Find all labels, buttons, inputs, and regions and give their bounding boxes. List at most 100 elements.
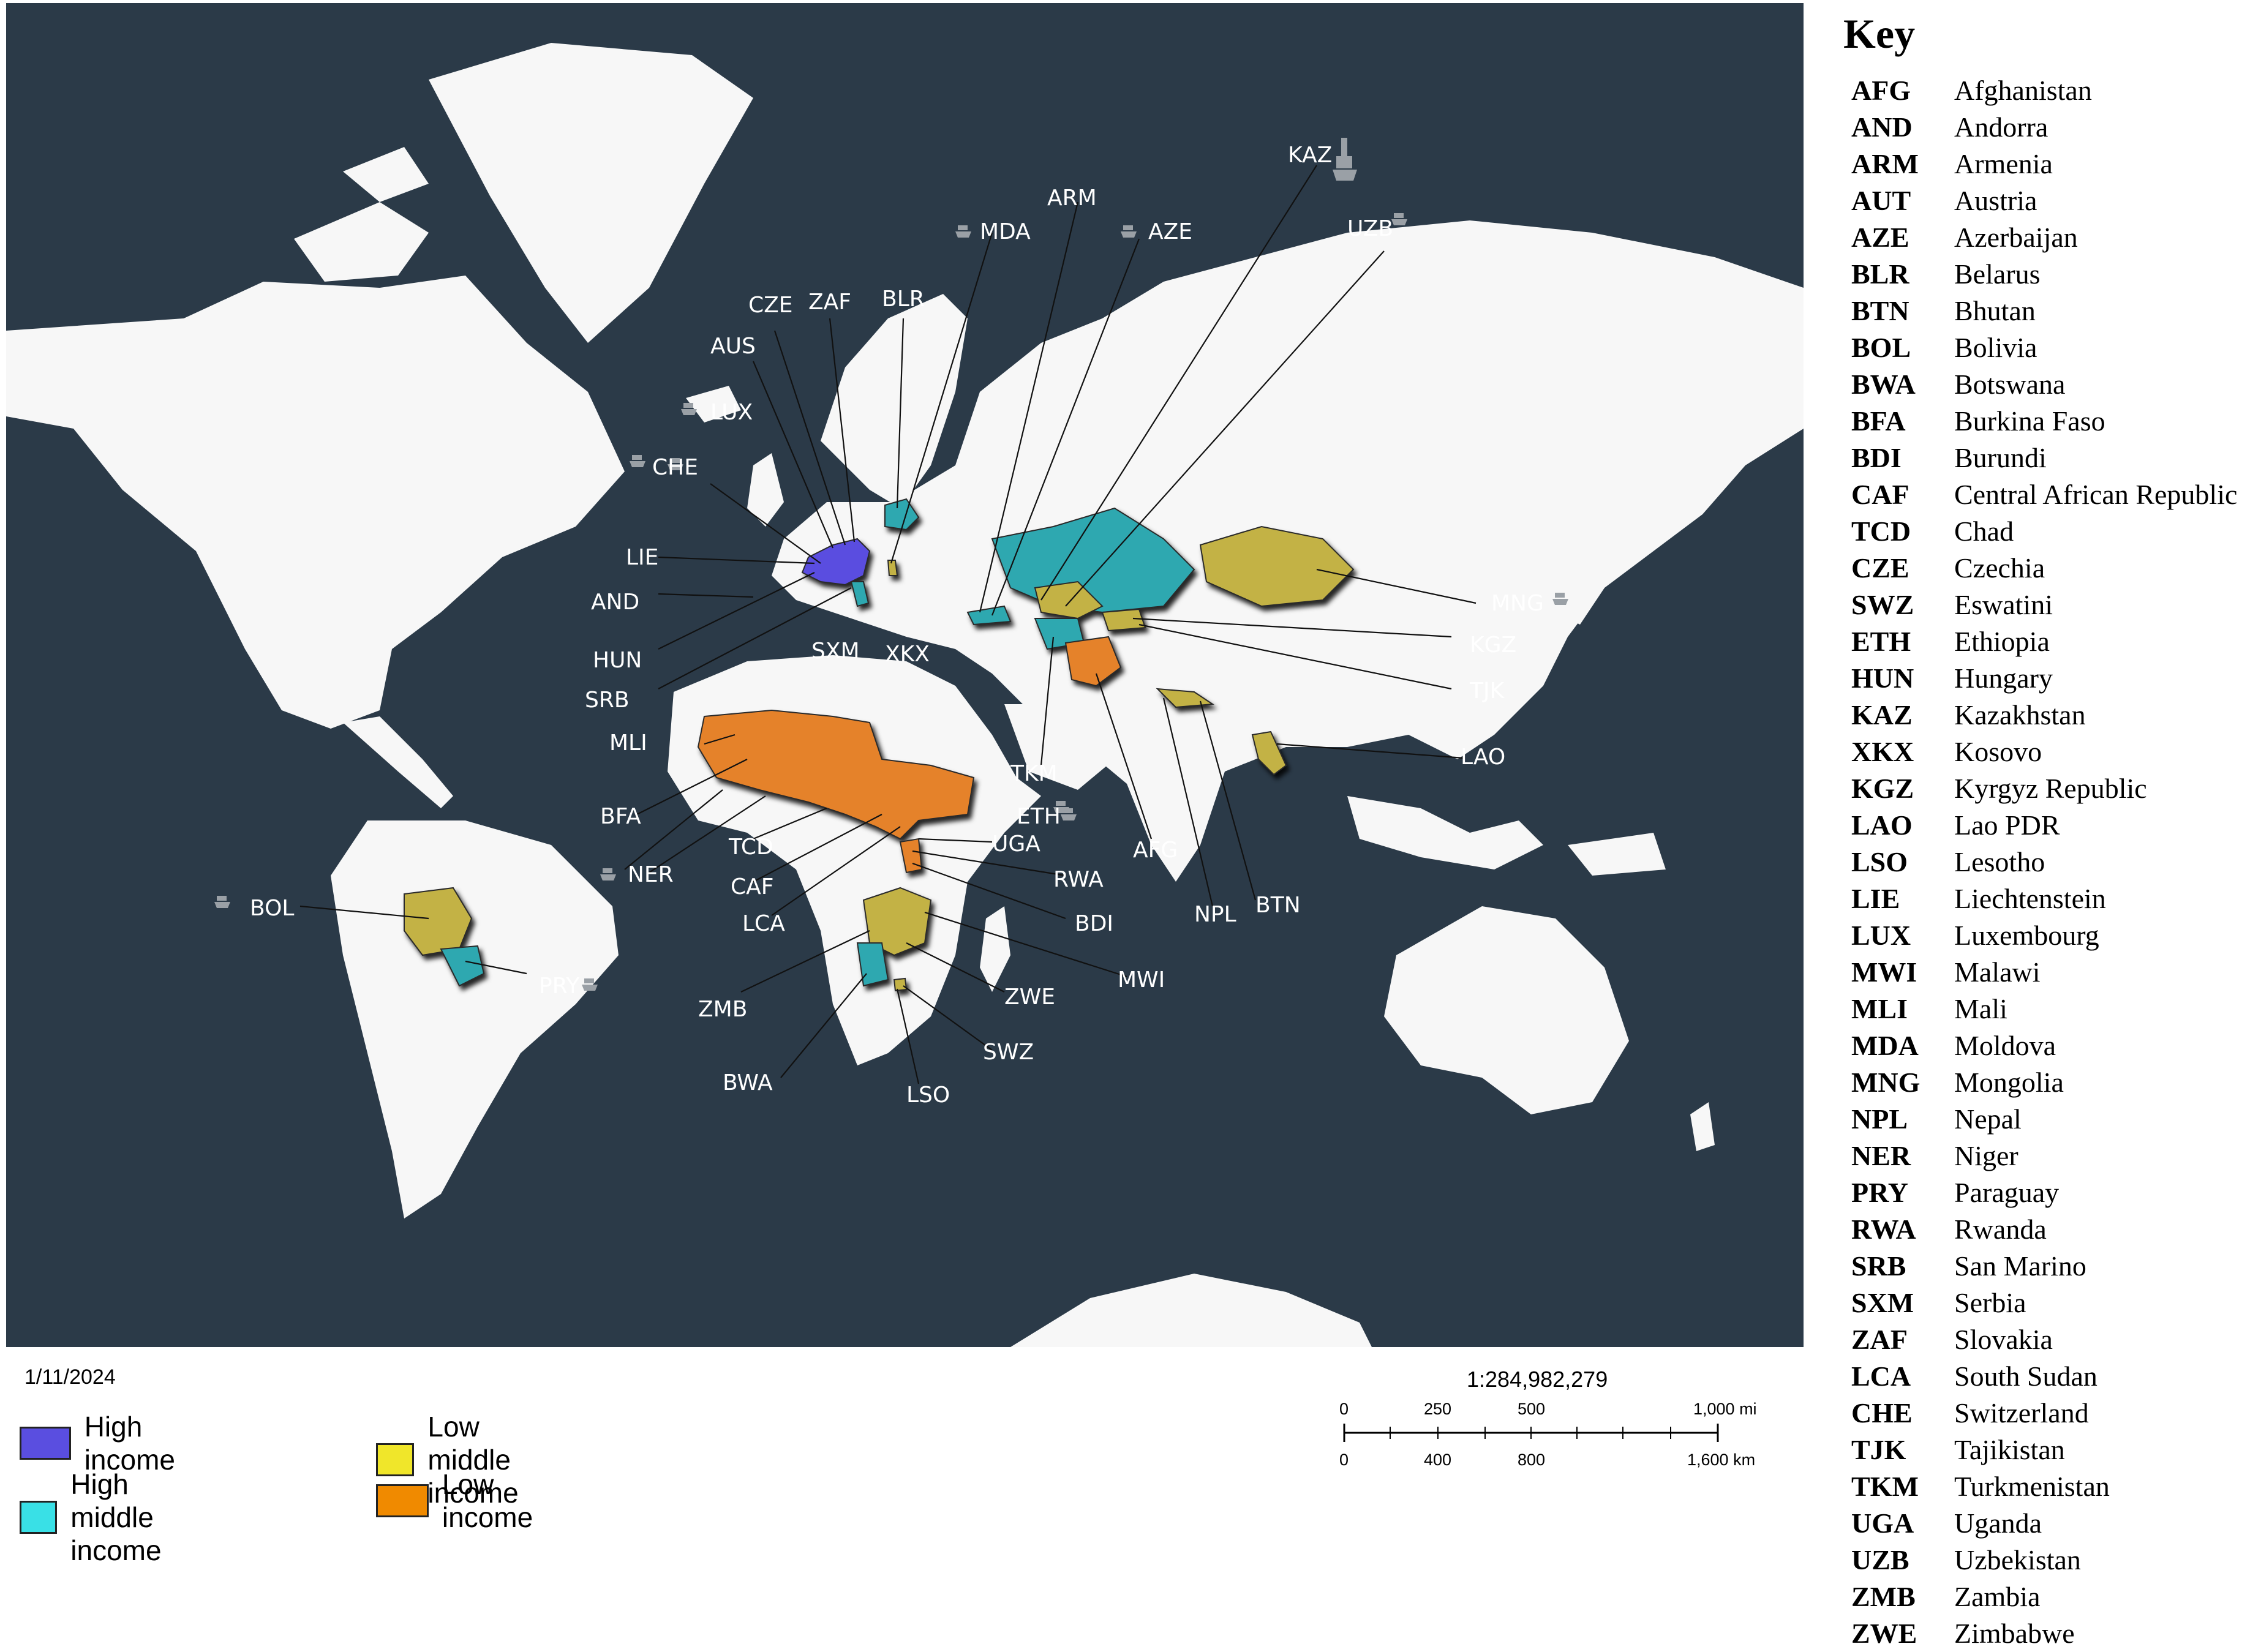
region-serbia-kosovo bbox=[850, 581, 870, 607]
ship-icons bbox=[214, 138, 1568, 991]
callout-arm: ARM bbox=[1047, 186, 1097, 211]
key-country-name: Zimbabwe bbox=[1954, 1617, 2075, 1649]
key-country-name: Burundi bbox=[1954, 441, 2047, 473]
key-row: AND Andorra bbox=[1834, 108, 2257, 145]
callout-xkx: XKX bbox=[885, 642, 930, 667]
leader-line bbox=[658, 572, 815, 650]
leader-line bbox=[1199, 700, 1257, 901]
legend-item-low-middle-income: Low middle income bbox=[376, 1410, 551, 1509]
scale-bar: 0 250 500 1,000 mi 0 400 800 1,600 km bbox=[1339, 1400, 1757, 1469]
key-country-name: Mongolia bbox=[1954, 1066, 2064, 1098]
key-row: UZB Uzbekistan bbox=[1834, 1541, 2257, 1578]
key-country-name: Switzerland bbox=[1954, 1397, 2089, 1429]
leader-line bbox=[979, 201, 1079, 613]
scale-mi-label: 0 bbox=[1339, 1400, 1349, 1418]
callout-ner: NER bbox=[628, 862, 674, 887]
key-country-name: Belarus bbox=[1954, 258, 2041, 290]
map-date: 1/11/2024 bbox=[24, 1365, 116, 1389]
australia bbox=[1384, 906, 1629, 1114]
key-row: MNG Mongolia bbox=[1834, 1064, 2257, 1100]
key-country-name: Ethiopia bbox=[1954, 625, 2050, 657]
callout-lux: LUX bbox=[710, 400, 753, 425]
key-code: ZAF bbox=[1851, 1323, 1908, 1355]
leader-line bbox=[829, 318, 856, 543]
callout-aus: AUS bbox=[710, 334, 756, 359]
leader-line bbox=[912, 850, 1066, 877]
ship-icon bbox=[1391, 213, 1407, 225]
key-code: LCA bbox=[1851, 1360, 1911, 1392]
leader-line bbox=[924, 911, 1127, 978]
greenland bbox=[429, 43, 753, 343]
key-code: ETH bbox=[1851, 625, 1911, 657]
callout-mda: MDA bbox=[980, 219, 1031, 244]
key-code: HUN bbox=[1851, 662, 1914, 694]
key-row: AFG Afghanistan bbox=[1834, 72, 2257, 108]
key-code: BWA bbox=[1851, 368, 1916, 400]
key-code: TCD bbox=[1851, 515, 1911, 547]
key-row: ZAF Slovakia bbox=[1834, 1321, 2257, 1357]
key-row: HUN Hungary bbox=[1834, 659, 2257, 696]
leader-line bbox=[753, 807, 827, 840]
key-code: PRY bbox=[1851, 1176, 1908, 1208]
arabia bbox=[1004, 704, 1115, 790]
north-america bbox=[6, 276, 625, 729]
leader-line bbox=[896, 988, 920, 1084]
key-code: KAZ bbox=[1851, 699, 1913, 730]
callout-bfa: BFA bbox=[600, 804, 641, 829]
key-code: BTN bbox=[1851, 295, 1909, 326]
leader-line bbox=[753, 814, 882, 882]
key-country-name: Czechia bbox=[1954, 552, 2045, 584]
ship-icon bbox=[1121, 225, 1137, 238]
key-row: BDI Burundi bbox=[1834, 439, 2257, 476]
key-code: LIE bbox=[1851, 882, 1900, 914]
key-row: TCD Chad bbox=[1834, 512, 2257, 549]
key-country-name: Kosovo bbox=[1954, 735, 2042, 767]
key-row: BFA Burkina Faso bbox=[1834, 402, 2257, 439]
key-code: SRB bbox=[1851, 1250, 1906, 1282]
leader-line bbox=[658, 593, 754, 598]
key-country-name: Lesotho bbox=[1954, 846, 2045, 877]
callout-bol: BOL bbox=[250, 896, 294, 921]
callout-tcd: TCD bbox=[728, 835, 773, 860]
key-row: KGZ Kyrgyz Republic bbox=[1834, 770, 2257, 806]
callout-swz: SWZ bbox=[983, 1040, 1034, 1065]
key-code: UGA bbox=[1851, 1507, 1914, 1539]
key-row: BOL Bolivia bbox=[1834, 329, 2257, 366]
scale-mi-label: 500 bbox=[1518, 1400, 1545, 1418]
scale-km-label: 800 bbox=[1518, 1451, 1545, 1469]
leader-line bbox=[773, 330, 846, 546]
region-paraguay bbox=[440, 945, 485, 987]
leader-line bbox=[1162, 697, 1214, 907]
key-country-name: Slovakia bbox=[1954, 1323, 2053, 1355]
callout-srb: SRB bbox=[585, 688, 630, 713]
ship-icon bbox=[1333, 138, 1357, 181]
scale-mi-label: 250 bbox=[1424, 1400, 1451, 1418]
north-america-islands bbox=[294, 147, 429, 282]
key-code: BOL bbox=[1851, 331, 1911, 363]
region-mongolia bbox=[1199, 525, 1355, 607]
highlighted-countries bbox=[404, 498, 1355, 992]
key-country-name: Kyrgyz Republic bbox=[1954, 772, 2147, 804]
callout-afg: AFG bbox=[1133, 838, 1178, 863]
region-kgz-tjk bbox=[1101, 608, 1146, 632]
key-row: PRY Paraguay bbox=[1834, 1174, 2257, 1211]
key-country-name: Niger bbox=[1954, 1140, 2018, 1171]
callout-bdi: BDI bbox=[1075, 911, 1113, 936]
key-code: NPL bbox=[1851, 1103, 1908, 1135]
key-country-name: Andorra bbox=[1954, 111, 2048, 143]
leader-line bbox=[780, 973, 867, 1078]
key-country-name: Austria bbox=[1954, 184, 2037, 216]
leader-line bbox=[752, 361, 834, 549]
callout-tjk: TJK bbox=[1469, 678, 1505, 704]
leader-line bbox=[1095, 673, 1153, 839]
southeast-asia-islands bbox=[1347, 796, 1666, 876]
legend-item-high-income: High income bbox=[20, 1410, 195, 1476]
callout-pry: PRY bbox=[539, 974, 580, 999]
key-code: AND bbox=[1851, 111, 1913, 143]
scale-ratio: 1:284,982,279 bbox=[1467, 1367, 1608, 1392]
key-code: AUT bbox=[1851, 184, 1911, 216]
key-country-name: Eswatini bbox=[1954, 588, 2053, 620]
key-row: MDA Moldova bbox=[1834, 1027, 2257, 1064]
iceland bbox=[686, 386, 741, 422]
madagascar bbox=[980, 906, 1010, 992]
